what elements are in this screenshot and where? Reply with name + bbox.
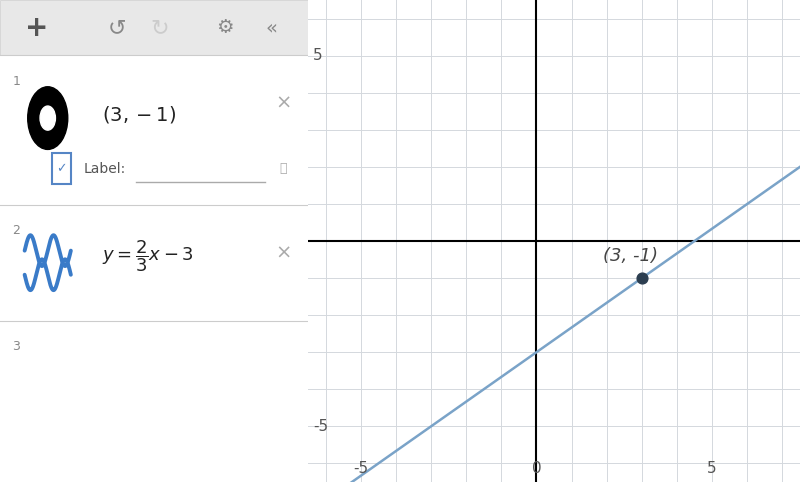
Text: ×: × <box>275 243 291 262</box>
Text: $(3,-1)$: $(3,-1)$ <box>102 104 176 125</box>
Text: «: « <box>265 18 277 37</box>
Text: (3, -1): (3, -1) <box>603 247 658 266</box>
Text: 🔧: 🔧 <box>280 162 287 175</box>
Circle shape <box>28 87 68 149</box>
Text: -5: -5 <box>353 461 368 476</box>
Point <box>635 274 648 282</box>
Text: 3: 3 <box>12 340 20 353</box>
FancyBboxPatch shape <box>52 153 71 184</box>
Text: 1: 1 <box>12 75 20 88</box>
Text: 5: 5 <box>707 461 717 476</box>
Text: ✓: ✓ <box>56 162 67 175</box>
Text: +: + <box>26 13 49 42</box>
Text: 5: 5 <box>314 48 323 63</box>
Text: ↻: ↻ <box>151 18 170 38</box>
Text: ×: × <box>275 94 291 113</box>
Text: 2: 2 <box>12 224 20 237</box>
Text: -5: -5 <box>314 419 328 434</box>
Text: $y = \dfrac{2}{3}x - 3$: $y = \dfrac{2}{3}x - 3$ <box>102 239 194 274</box>
Circle shape <box>40 106 55 130</box>
FancyBboxPatch shape <box>0 0 308 55</box>
Text: Label:: Label: <box>83 161 126 176</box>
Text: ⚙: ⚙ <box>216 18 234 37</box>
Text: 0: 0 <box>532 461 542 476</box>
Text: ↺: ↺ <box>108 18 126 38</box>
